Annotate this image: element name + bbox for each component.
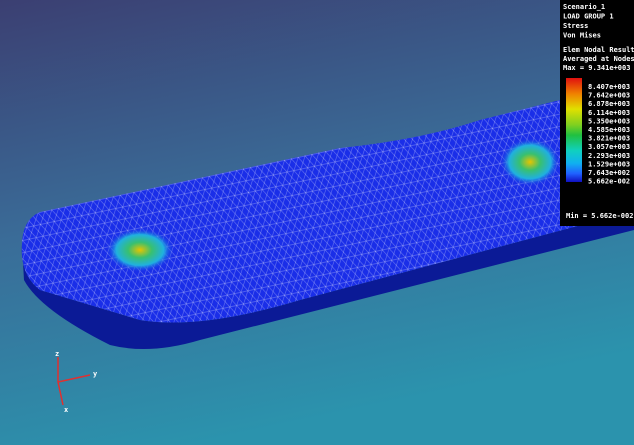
legend-result: Max = 9.341e+003	[563, 64, 630, 72]
stress-hotspot	[500, 138, 560, 186]
legend-level: 2.293e+003	[588, 152, 630, 160]
legend-result: Averaged at Nodes	[563, 55, 634, 63]
legend-level: 3.821e+003	[588, 135, 630, 143]
legend-level: 5.350e+003	[588, 117, 630, 125]
legend-header: LOAD GROUP 1	[563, 13, 614, 21]
legend-level: 5.662e-002	[588, 178, 630, 186]
legend-level: 1.529e+003	[588, 160, 630, 168]
legend-level: 8.407e+003	[588, 83, 630, 91]
legend-level: 4.585e+003	[588, 126, 630, 134]
z-label: z	[55, 350, 59, 358]
legend-level: 7.642e+003	[588, 92, 630, 100]
legend-result: Elem Nodal Result	[563, 46, 634, 54]
scene: z y x Scenario_1LOAD GROUP 1StressVon Mi…	[0, 0, 634, 445]
legend-min: Min = 5.662e-002	[566, 212, 633, 220]
legend-level: 7.643e+002	[588, 169, 630, 177]
legend-header: Stress	[563, 22, 588, 30]
legend-header: Scenario_1	[563, 3, 605, 11]
legend-level: 6.114e+003	[588, 109, 630, 117]
legend-level: 6.878e+003	[588, 100, 630, 108]
legend-header: Von Mises	[563, 32, 601, 40]
color-bar	[566, 78, 582, 182]
stress-hotspot	[106, 228, 174, 272]
legend-level: 3.057e+003	[588, 143, 630, 151]
viewport: z y x Scenario_1LOAD GROUP 1StressVon Mi…	[0, 0, 634, 445]
